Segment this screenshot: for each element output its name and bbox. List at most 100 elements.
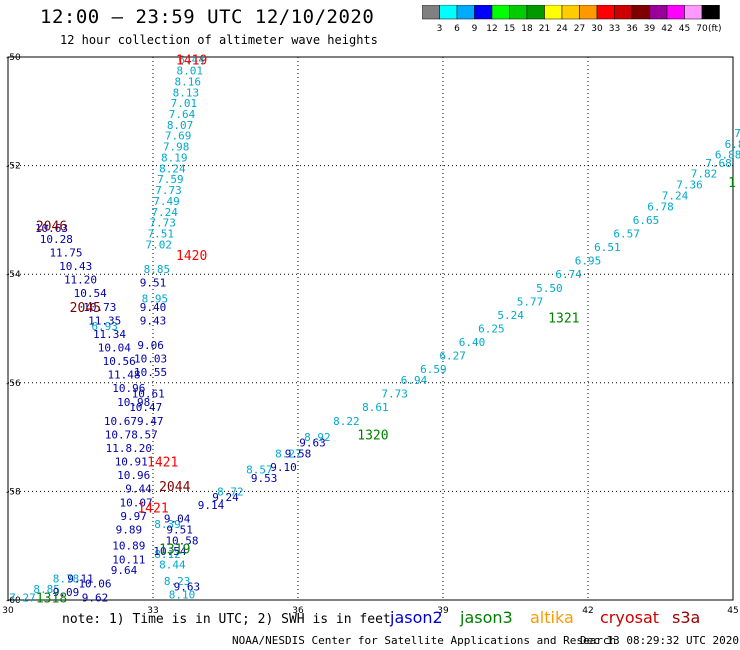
- pass-time-label: 1318: [36, 591, 67, 606]
- wave-height-value-jason3: 7.51: [734, 127, 740, 140]
- wave-height-value-jason3: 7.98: [163, 141, 190, 154]
- pass-time-label: 1319: [159, 542, 190, 557]
- y-tick-label: -56: [6, 379, 21, 389]
- wave-height-value-jason3: 8.57: [246, 464, 273, 477]
- pass-time-label: 1320: [357, 428, 388, 443]
- wave-height-value-jason3: 6.51: [594, 241, 621, 254]
- legend-s3a: s3a: [672, 608, 701, 627]
- wave-height-value-jason2: 11.75: [49, 246, 82, 259]
- wave-height-value-jason3: 7.59: [157, 173, 184, 186]
- wave-height-value-jason2: 9.58: [285, 447, 312, 460]
- x-tick-label: 33: [147, 606, 158, 616]
- wave-height-value-jason2: 11.20: [64, 274, 97, 287]
- wave-height-value-jason3: 7.82: [691, 168, 718, 181]
- wave-height-value-jason3: 6.40: [459, 336, 486, 349]
- wave-height-value-jason2: 9.44: [125, 483, 152, 496]
- wave-height-value-jason3: 7.73: [149, 217, 176, 230]
- x-tick-label: 39: [437, 606, 449, 616]
- wave-height-value-jason3: 6.57: [613, 227, 640, 240]
- wave-height-value-jason2: 9.64: [111, 564, 138, 577]
- pass-time-label: 1421: [147, 456, 178, 471]
- wave-height-value-jason2: 10.96: [112, 382, 145, 395]
- wave-height-value-jason2: 10.11: [112, 553, 145, 566]
- y-tick-label: -50: [6, 53, 21, 63]
- wave-height-value-jason2: 11.48: [107, 369, 140, 382]
- wave-height-value-jason2: 10.04: [98, 342, 131, 355]
- wave-height-value-jason2: 10.54: [153, 545, 186, 558]
- wave-height-value-jason3: 7.02: [146, 238, 173, 251]
- wave-height-value-jason3: 7.24: [662, 189, 689, 202]
- wave-height-value-jason3: 8.72: [217, 485, 244, 498]
- colorbar-label: 21: [539, 24, 550, 34]
- pass-time-label: 1321: [548, 312, 579, 327]
- wave-height-value-jason3: 6.86: [725, 138, 740, 151]
- colorbar-label: 27: [574, 24, 585, 34]
- wave-height-value-jason2: 9.10: [270, 461, 297, 474]
- chart-title: 12:00 – 23:59 UTC 12/10/2020: [40, 6, 375, 28]
- legend-cryosat: cryosat: [600, 608, 660, 627]
- chart-subtitle: 12 hour collection of altimeter wave hei…: [60, 33, 378, 47]
- wave-height-value-jason3: 6.88: [715, 149, 740, 162]
- wave-height-value-jason2: 9.63: [174, 580, 201, 593]
- wave-height-value-jason2: 10.78.57: [105, 428, 158, 441]
- colorbar-label: 30: [591, 24, 603, 34]
- wave-height-value-jason3: 5.24: [497, 309, 524, 322]
- plot-frame: [7, 56, 734, 601]
- wave-height-value-jason3: 5.50: [536, 282, 563, 295]
- wave-height-value-jason3: 8.92: [304, 431, 331, 444]
- credit-line: NOAA/NESDIS Center for Satellite Applica…: [232, 634, 617, 647]
- wave-height-value-jason3: 8.27: [275, 447, 302, 460]
- wave-height-value-jason3: 7.49: [153, 195, 180, 208]
- wave-height-value-jason3: 6.74: [555, 268, 582, 281]
- wave-height-value-jason2: 10.56: [103, 355, 136, 368]
- y-tick-label: -58: [6, 487, 21, 497]
- colorbar-label: 36: [626, 24, 638, 34]
- wave-height-value-jason3: 6.59: [420, 363, 447, 376]
- wave-height-value-jason2: 10.03: [134, 352, 167, 365]
- legend-jason2: jason2: [390, 608, 443, 627]
- wave-height-value-jason3: 7.64: [169, 108, 196, 121]
- wave-height-value-jason3: 7.51: [147, 227, 174, 240]
- wave-height-value-jason3: 6.65: [633, 214, 660, 227]
- generation-timestamp: Dec 13 08:29:32 UTC 2020: [580, 634, 739, 647]
- wave-height-value-jason2: 9.97: [120, 510, 147, 523]
- colorbar-label: 3: [437, 24, 443, 34]
- wave-height-value-jason2: 10.61: [132, 388, 165, 401]
- wave-height-value-jason2: 10.28: [40, 233, 73, 246]
- pass-time-label: 2046: [36, 219, 67, 234]
- wave-height-value-jason3: 6.95: [575, 255, 602, 268]
- pass-time-label: 2045: [70, 301, 101, 316]
- wave-height-value-jason3: 8.61: [362, 401, 389, 414]
- wave-height-value-jason2: 10.96: [117, 469, 150, 482]
- wave-height-value-jason2: 9.53: [251, 472, 278, 485]
- wave-height-value-jason3: 6.78: [647, 200, 674, 213]
- pass-time-label: 1: [728, 176, 736, 191]
- footnote: note: 1) Time is in UTC; 2) SWH is in fe…: [62, 612, 391, 627]
- wave-height-value-jason3: 6.44: [178, 54, 205, 67]
- colorbar-label: 33: [609, 24, 620, 34]
- wave-height-value-jason2: 9.51: [140, 276, 167, 289]
- colorbar-label: 6: [454, 24, 460, 34]
- wave-height-value-jason3: 7.69: [165, 130, 192, 143]
- wave-height-value-jason3: 6.94: [401, 374, 428, 387]
- pass-time-label: 1421: [137, 502, 168, 517]
- wave-height-value-jason2: 10.55: [134, 366, 167, 379]
- wave-height-value-jason3: 8.85: [144, 263, 171, 276]
- wave-height-value-jason3: 7.68: [705, 157, 732, 170]
- wave-height-value-jason3: 8.24: [159, 162, 186, 175]
- colorbar-label: 42: [661, 24, 672, 34]
- wave-height-value-jason3: 7.01: [171, 97, 198, 110]
- pass-time-label: 1420: [176, 249, 207, 264]
- wave-height-value-jason3: 8.13: [173, 86, 200, 99]
- wave-height-value-jason2: 9.09: [53, 586, 80, 599]
- wave-height-value-jason2: 11.8.20: [106, 442, 152, 455]
- legend-jason3: jason3: [460, 608, 513, 627]
- wave-height-value-jason3: 7.73: [381, 388, 408, 401]
- wave-height-value-jason2: 9.63: [299, 437, 326, 450]
- y-tick-label: -52: [6, 162, 21, 172]
- wave-height-value-jason2: 9.06: [137, 339, 164, 352]
- colorbar-label: 9: [472, 24, 478, 34]
- x-tick-label: 45: [727, 606, 738, 616]
- wave-height-value-jason2: 10.89: [112, 540, 145, 553]
